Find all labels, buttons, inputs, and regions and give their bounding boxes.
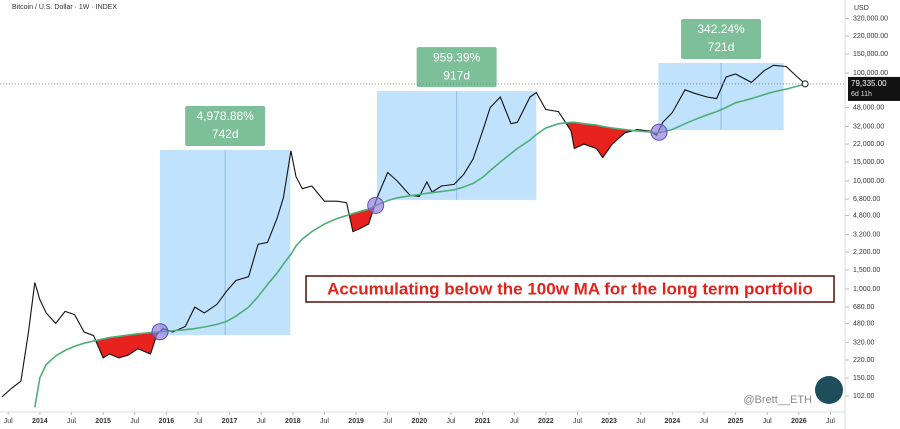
x-tick-label: Jul — [320, 418, 329, 425]
x-tick-label: 2017 — [222, 418, 238, 425]
measure-label-box — [416, 47, 497, 88]
current-price-box — [848, 76, 900, 101]
x-tick-label: 2015 — [95, 418, 111, 425]
x-tick-label: Jul — [4, 418, 13, 425]
y-tick-label: 680.00 — [853, 304, 875, 311]
below-ma-fill — [349, 206, 375, 232]
avatar — [815, 376, 843, 404]
y-tick-label: 4,800.00 — [853, 212, 880, 219]
annotation-box — [305, 275, 835, 303]
x-tick-label: Jul — [193, 418, 202, 425]
plot-area: 320,000.00 220,000.00 150,000.00 100,000.00… — [0, 15, 900, 425]
cross-marker — [650, 123, 668, 141]
y-tick-label: 22,000.00 — [853, 141, 884, 148]
y-tick-label: 102.00 — [853, 393, 875, 400]
y-unit: USD — [854, 5, 869, 12]
x-tick-label: 2023 — [601, 418, 617, 425]
measure-label-box — [681, 18, 762, 59]
x-tick-label: Jul — [763, 418, 772, 425]
y-tick-label: 3,200.00 — [853, 231, 880, 238]
measure-change: 959.39% — [433, 50, 481, 64]
y-tick-label: 6,800.00 — [853, 196, 880, 203]
current-price-label: 79,335.00 — [851, 79, 887, 88]
x-tick-label: Jul — [510, 418, 519, 425]
y-tick-label: 220.00 — [853, 357, 875, 364]
last-point — [801, 80, 809, 88]
y-tick-label: 2,200.00 — [853, 249, 880, 256]
y-tick-label: 32,000.00 — [853, 123, 884, 130]
y-tick-label: 150.00 — [853, 375, 875, 382]
measure-duration: 721d — [708, 40, 735, 54]
countdown: 6d 11h — [851, 91, 872, 98]
x-tick-label: 2020 — [412, 418, 428, 425]
annotation: Accumulating below the 100w MA for the l… — [327, 279, 813, 298]
measure-duration: 742d — [212, 127, 239, 141]
measure-box — [160, 149, 291, 336]
x-tick-label: 2022 — [538, 418, 554, 425]
y-tick-label: 100,000.00 — [853, 70, 888, 77]
y-tick-label: 1,000.00 — [853, 286, 880, 293]
watermark: @Brett__ETH — [743, 394, 812, 406]
measure-duration: 917d — [443, 68, 470, 82]
chart-title: Bitcoin / U.S. Dollar · 1W · INDEX — [12, 4, 117, 11]
y-tick-label: 480.00 — [853, 320, 875, 327]
below-ma-fill — [95, 331, 160, 358]
measure-label-box — [185, 105, 266, 146]
x-tick-label: Jul — [573, 418, 582, 425]
x-tick-label: Jul — [826, 418, 835, 425]
measure-box — [658, 62, 784, 130]
y-tick-label: 150,000.00 — [853, 51, 888, 58]
x-tick-label: 2021 — [475, 418, 491, 425]
x-tick-label: Jul — [699, 418, 708, 425]
cross-marker — [367, 196, 385, 214]
x-tick-label: Jul — [257, 418, 266, 425]
x-tick-label: 2019 — [348, 418, 364, 425]
x-tick-label: Jul — [446, 418, 455, 425]
x-tick-label: 2024 — [665, 418, 681, 425]
x-tick-label: 2025 — [728, 418, 744, 425]
cross-marker — [151, 323, 169, 341]
y-tick-label: 15,000.00 — [853, 159, 884, 166]
y-tick-label: 220,000.00 — [853, 33, 888, 40]
y-tick-label: 48,000.00 — [853, 104, 884, 111]
x-tick-label: 2016 — [159, 418, 175, 425]
x-tick-label: Jul — [636, 418, 645, 425]
x-tick-label: 2014 — [32, 418, 48, 425]
y-tick-label: 320,000.00 — [853, 15, 888, 22]
below-ma-fill — [565, 122, 634, 158]
y-tick-label: 10,000.00 — [853, 178, 884, 185]
x-tick-label: Jul — [67, 418, 76, 425]
x-tick-label: Jul — [130, 418, 139, 425]
y-tick-label: 320.00 — [853, 339, 875, 346]
x-tick-label: 2018 — [285, 418, 301, 425]
y-tick-label: 1,500.00 — [853, 267, 880, 274]
x-tick-label: Jul — [383, 418, 392, 425]
measure-change: 4,978.88% — [196, 109, 254, 123]
x-tick-label: 2026 — [791, 418, 807, 425]
measure-change: 342.24% — [697, 22, 745, 36]
